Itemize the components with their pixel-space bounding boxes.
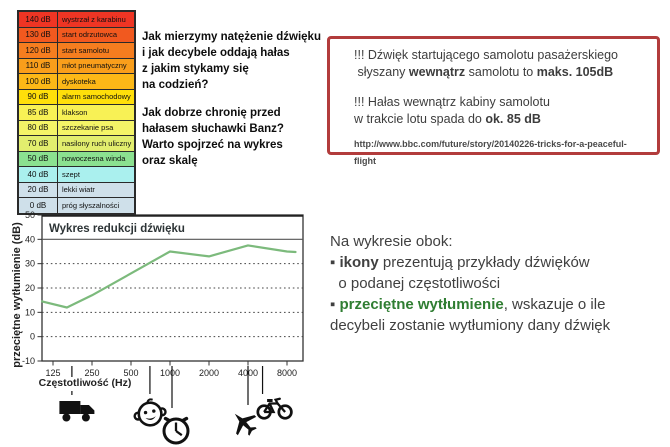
db-table-row: 100 dB dyskoteka <box>19 73 134 89</box>
db-example-label: start odrzutowca <box>62 30 118 40</box>
intro-text: Jak mierzymy natężenie dźwięku i jak decy… <box>142 29 337 169</box>
db-value: 110 dB <box>19 58 58 73</box>
db-example-label: klakson <box>62 107 88 117</box>
db-example-label: lekki wiatr <box>62 185 95 195</box>
bicycle-icon <box>256 397 293 420</box>
db-value: 120 dB <box>19 43 58 58</box>
db-value: 0 dB <box>19 198 58 213</box>
db-table-row: 20 dB lekki wiatr <box>19 181 134 197</box>
text-line: ▪ ikony prezentują przykłady dźwięków <box>330 254 590 271</box>
text-line: hałasem słuchawki Banz? <box>142 122 284 135</box>
info-box-text: !!! Dźwięk startującego samolotu pasażer… <box>354 47 647 128</box>
db-table-row: 0 dB próg słyszalności <box>19 197 134 213</box>
db-value: 140 dB <box>19 12 58 27</box>
db-table-row: 70 dB nasilony ruch uliczny <box>19 135 134 151</box>
text-line: ▪ przeciętne wytłumienie, wskazuje o ile <box>330 296 606 313</box>
db-scale-table: 140 dB wystrzał z karabinu 130 dB start odr… <box>17 10 136 215</box>
db-example-label: młot pneumatyczny <box>62 61 127 71</box>
db-value: 70 dB <box>19 136 58 151</box>
text-line: Na wykresie obok: <box>330 233 453 250</box>
text-line: w trakcie lotu spada do ok. 85 dB <box>354 111 541 126</box>
text-line: decybeli zostanie wytłumiony dany dźwięk <box>330 317 611 334</box>
db-example-label: szept <box>62 169 80 179</box>
text-line <box>142 93 337 105</box>
text-line: o podanej częstotliwości <box>330 275 501 292</box>
y-tick-label: 20 <box>25 283 35 293</box>
plot-frame <box>41 214 304 362</box>
db-table-row: 140 dB wystrzał z karabinu <box>19 12 134 27</box>
text-line: słyszany wewnątrz samolotu to maks. 105d… <box>354 65 614 79</box>
source-url: http://www.bbc.com/future/story/20140226… <box>354 138 627 166</box>
text-line: Jak mierzymy natężenie dźwięku <box>142 31 321 43</box>
db-value: 85 dB <box>19 105 58 120</box>
db-value: 100 dB <box>19 74 58 89</box>
db-table-row: 90 dB alarm samochodowy <box>19 88 134 104</box>
db-example-label: nasilony ruch uliczny <box>62 138 132 148</box>
db-example-label: szczekanie psa <box>62 123 114 133</box>
x-axis-label: Częstotliwość (Hz) <box>39 377 132 389</box>
text-line: oraz skalę <box>142 154 198 167</box>
clock-icon <box>162 416 190 445</box>
y-tick-label: 0 <box>30 332 35 342</box>
db-example-label: dyskoteka <box>62 76 96 86</box>
y-tick-label: 30 <box>25 259 35 269</box>
text-line: na codzień? <box>142 79 209 91</box>
x-tick-label: 1000 <box>160 368 180 378</box>
db-value: 130 dB <box>19 27 58 42</box>
x-tick-label: 500 <box>123 368 138 378</box>
x-tick-label: 8000 <box>277 368 297 378</box>
db-example-label: nowoczesna winda <box>62 154 126 164</box>
y-tick-label: 50 <box>25 210 35 220</box>
x-tick-label: 2000 <box>199 368 219 378</box>
y-tick-label: -10 <box>22 356 35 366</box>
db-value: 20 dB <box>19 182 58 197</box>
text-line: !!! Dźwięk startującego samolotu pasażer… <box>354 48 619 62</box>
db-value: 50 dB <box>19 151 58 166</box>
db-table-row: 40 dB szept <box>19 166 134 182</box>
x-tick-label: 250 <box>84 368 99 378</box>
baby-icon <box>133 398 167 427</box>
attenuation-line <box>40 244 297 309</box>
db-example-label: próg słyszalności <box>62 200 120 210</box>
db-table-row: 50 dB nowoczesna winda <box>19 150 134 166</box>
chart-title: Wykres redukcji dźwięku <box>49 223 185 235</box>
text-line: Warto spojrzeć na wykres <box>142 138 283 151</box>
chart-caption: Na wykresie obok: ▪ ikony prezentują przy… <box>330 231 668 336</box>
text-line: i jak decybele oddają hałas <box>142 47 290 59</box>
text-line: Jak dobrze chronię przed <box>142 106 281 119</box>
x-tick-label: 125 <box>45 368 60 378</box>
y-tick-label: 10 <box>25 307 35 317</box>
db-example-label: start samolotu <box>62 45 110 55</box>
db-table-row: 85 dB klakson <box>19 104 134 120</box>
db-table-row: 110 dB młot pneumatyczny <box>19 57 134 73</box>
text-line: z jakim stykamy się <box>142 63 249 75</box>
db-example-label: alarm samochodowy <box>62 92 131 102</box>
y-tick-label: 40 <box>25 234 35 244</box>
text-line <box>354 81 647 94</box>
db-table-row: 130 dB start odrzutowca <box>19 26 134 42</box>
db-table-row: 80 dB szczekanie psa <box>19 119 134 135</box>
db-value: 80 dB <box>19 120 58 135</box>
db-example-label: wystrzał z karabinu <box>62 14 126 24</box>
db-value: 90 dB <box>19 89 58 104</box>
text-line: !!! Hałas wewnątrz kabiny samolotu <box>354 94 550 109</box>
y-axis-label: przeciętne wytłumienie (dB) <box>11 222 23 368</box>
db-value: 40 dB <box>19 167 58 182</box>
truck-icon <box>59 401 95 422</box>
db-table-row: 120 dB start samolotu <box>19 42 134 58</box>
airplane-info-box: !!! Dźwięk startującego samolotu pasażer… <box>327 36 660 166</box>
airplane-icon <box>234 413 257 436</box>
